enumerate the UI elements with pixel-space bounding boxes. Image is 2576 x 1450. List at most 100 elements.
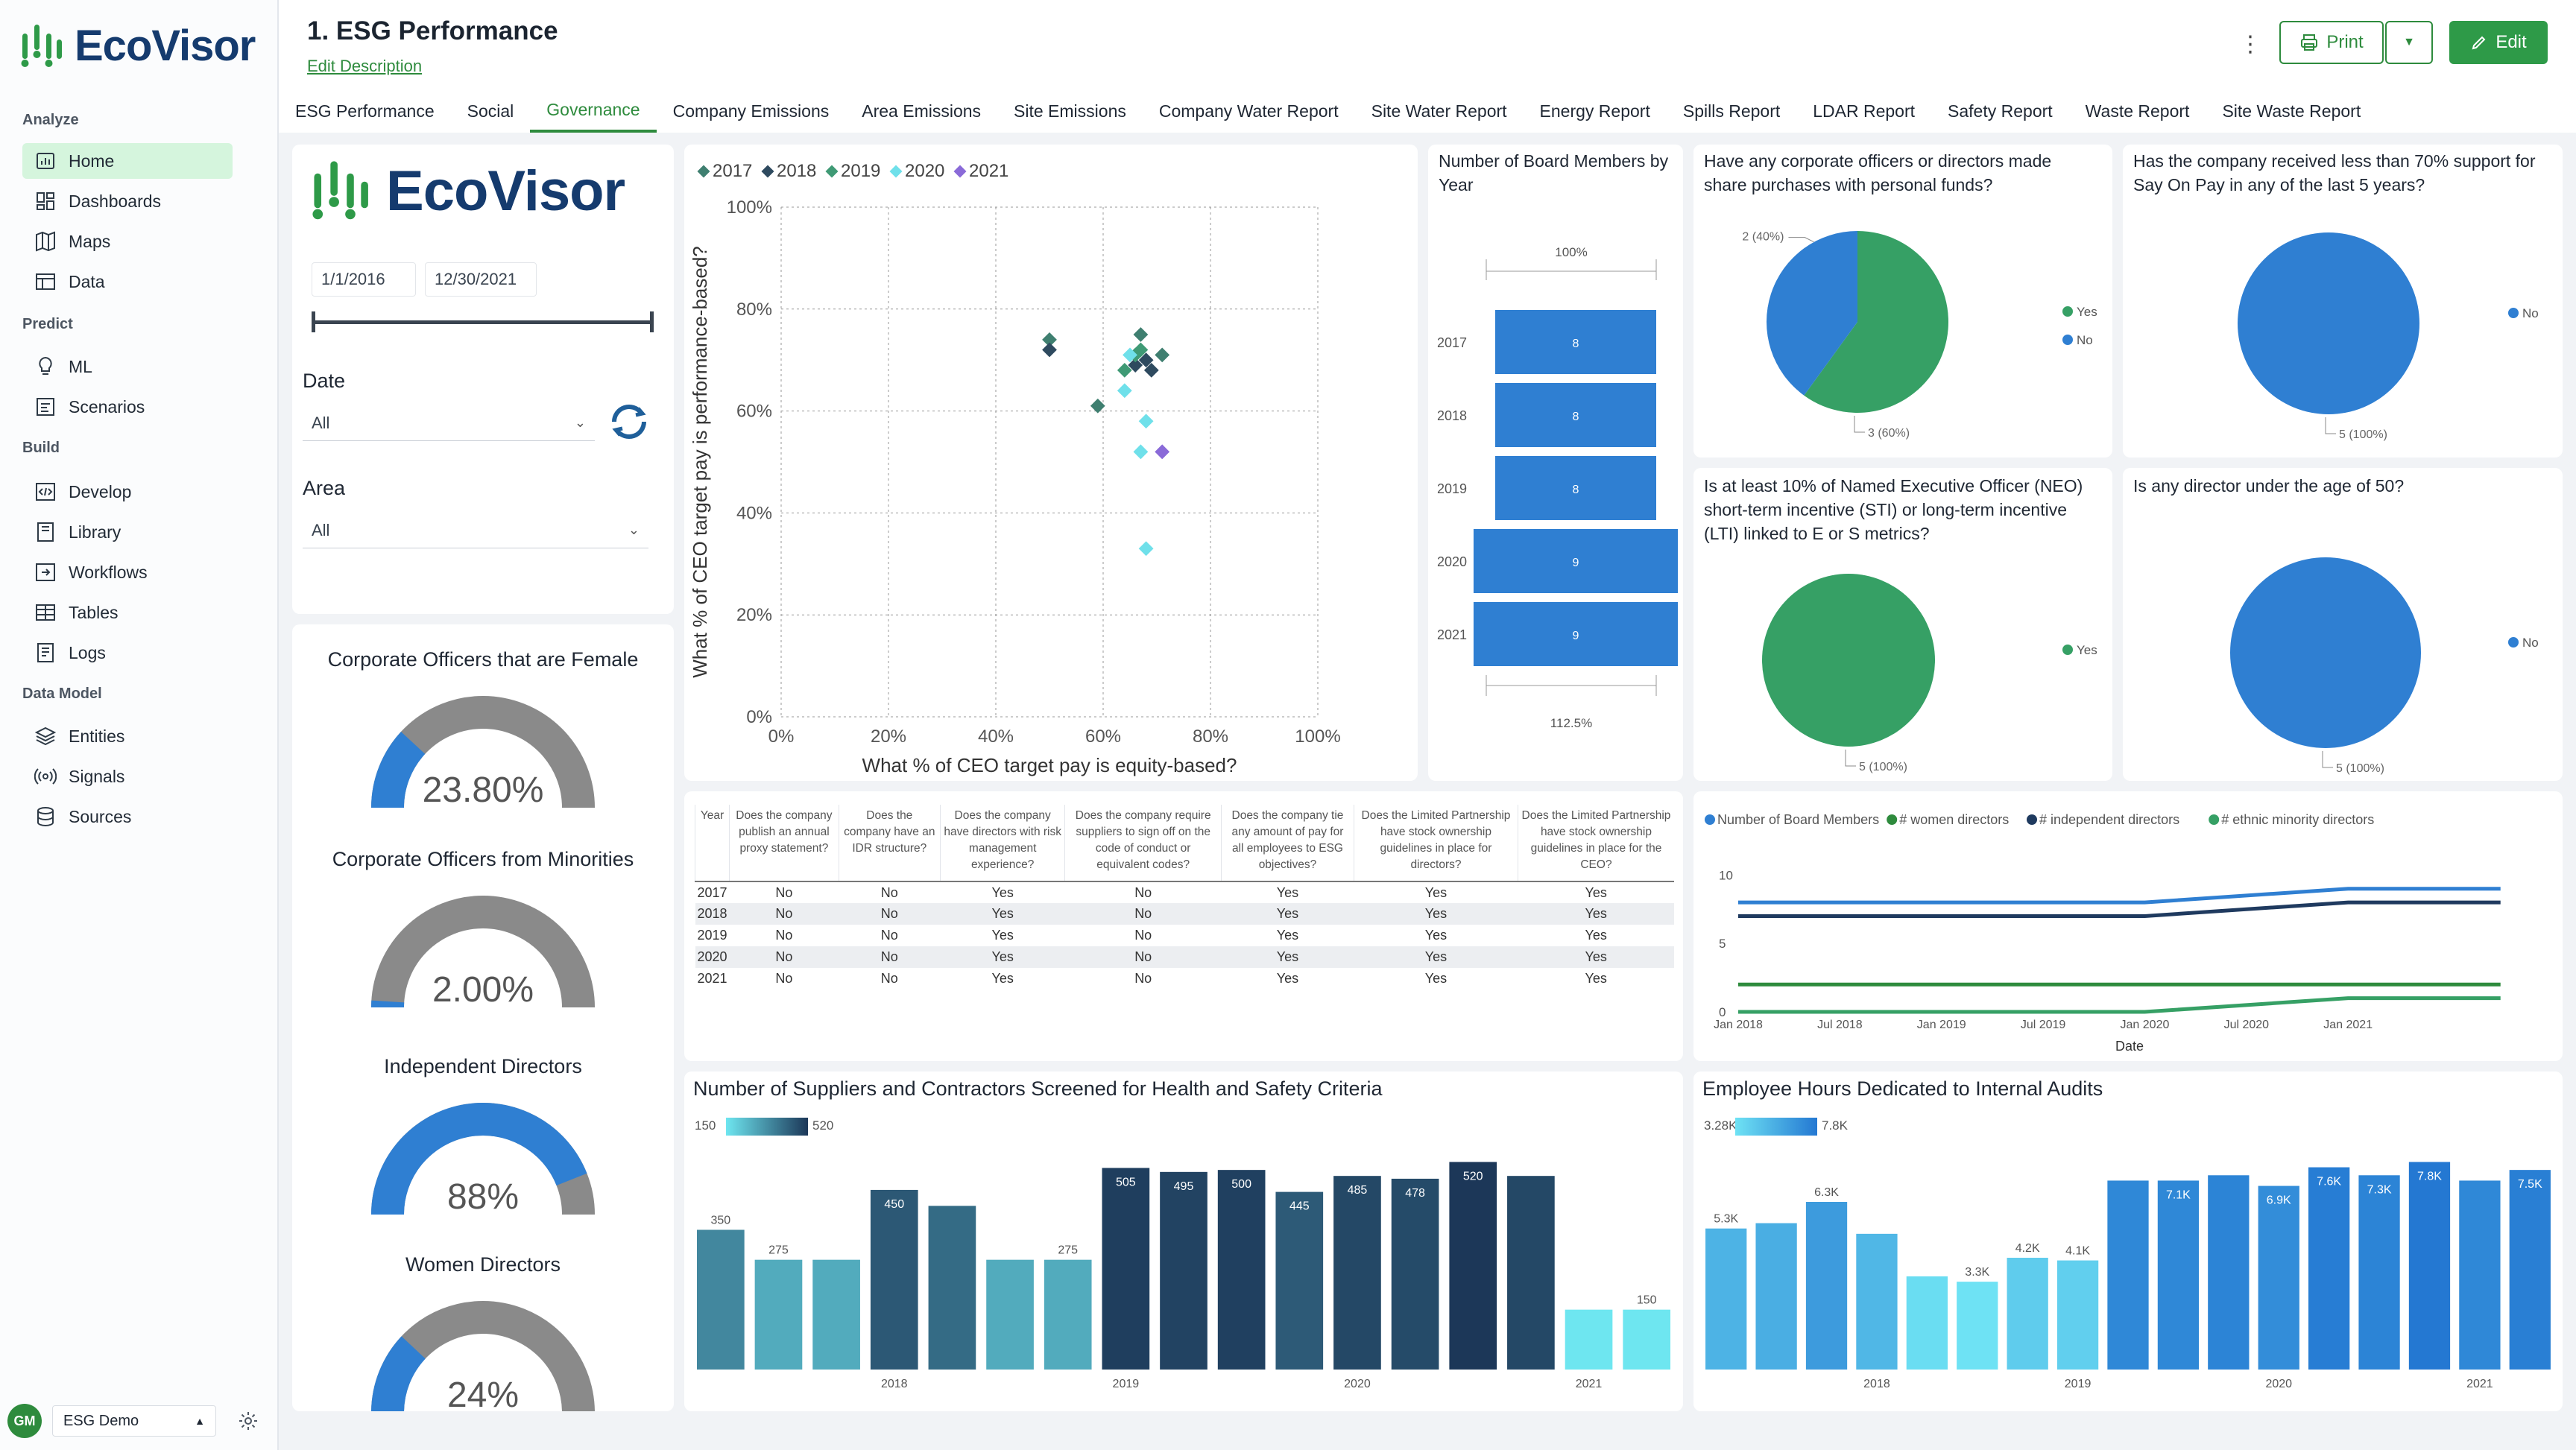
table-cell: No [839, 903, 941, 925]
nav-item-maps[interactable]: Maps [22, 224, 233, 259]
column-header[interactable]: Does the Limited Partnership have stock … [1517, 805, 1674, 882]
nav-item-library[interactable]: Library [22, 514, 233, 550]
bar-value-label: 7.6K [2317, 1176, 2341, 1188]
nav-item-logs[interactable]: Logs [22, 635, 233, 671]
label-leader [2322, 751, 2333, 768]
nav-item-tables[interactable]: Tables [22, 595, 233, 630]
board-members-chart: 100% 8 2017 8 2018 8 2019 9 2020 9 2021 112.5% [1437, 245, 1679, 730]
chevron-down-icon: ▼ [2403, 36, 2415, 48]
tab-energy-report[interactable]: Energy Report [1539, 101, 1650, 121]
app-logo[interactable]: EcoVisor [19, 21, 256, 71]
share-purchases-card: Have any corporate officers or directors… [1693, 145, 2112, 458]
table-cell: Yes [940, 946, 1065, 968]
tab-governance[interactable]: Governance [530, 89, 657, 133]
pie-title: Is at least 10% of Named Executive Offic… [1704, 476, 2083, 543]
column-header[interactable]: Does the company tie any amount of pay f… [1220, 805, 1354, 882]
column-header[interactable]: Does the Limited Partnership have stock … [1354, 805, 1518, 882]
start-date-input[interactable]: 1/1/2016 [312, 262, 416, 297]
gauge-value: 23.80% [423, 770, 544, 810]
column-header[interactable]: Does the company publish an annual proxy… [729, 805, 839, 882]
tab-ldar-report[interactable]: LDAR Report [1813, 101, 1916, 121]
bar [1217, 1170, 1266, 1370]
print-button[interactable]: Print [2279, 21, 2384, 64]
avatar[interactable]: GM [7, 1404, 42, 1438]
workspace-name: ESG Demo [63, 1412, 139, 1429]
end-date-input[interactable]: 12/30/2021 [425, 262, 537, 297]
area-select[interactable]: All ⌄ [303, 513, 648, 548]
tab-safety-report[interactable]: Safety Report [1948, 101, 2053, 121]
nav-item-ml[interactable]: ML [22, 349, 233, 384]
print-dropdown-button[interactable]: ▼ [2385, 21, 2433, 64]
tab-spills-report[interactable]: Spills Report [1682, 101, 1781, 121]
table-icon [36, 604, 55, 621]
nav-item-label: Data [69, 271, 105, 291]
printer-icon [2301, 34, 2318, 51]
filter-card: EcoVisor 1/1/2016 12/30/2021 Date All ⌄ … [292, 145, 674, 614]
bar-value-label: 8 [1573, 484, 1579, 496]
bar-value-label: 500 [1231, 1178, 1251, 1191]
data-label: 5 (100%) [2336, 762, 2384, 775]
bar-value-label: 3.3K [1965, 1266, 1989, 1279]
column-header[interactable]: Year [694, 805, 730, 882]
bar [812, 1259, 860, 1370]
column-header[interactable]: Does the company have directors with ris… [939, 805, 1065, 882]
tab-social[interactable]: Social [467, 101, 514, 121]
gear-icon[interactable] [237, 1410, 259, 1432]
nav-section-build: Build [22, 440, 60, 456]
gauge-title: Corporate Officers from Minorities [332, 848, 634, 870]
slider-handle-end[interactable] [650, 311, 654, 332]
data-label: 3 (60%) [1868, 427, 1910, 440]
nav-item-scenarios[interactable]: Scenarios [22, 389, 233, 425]
nav-item-signals[interactable]: Signals [22, 759, 233, 794]
date-range-slider[interactable] [313, 320, 651, 324]
tab-site-emissions[interactable]: Site Emissions [1014, 101, 1126, 121]
pie-slice [2238, 232, 2419, 414]
bar [1623, 1309, 1671, 1370]
refresh-icon[interactable] [605, 398, 653, 446]
tab-site-waste-report[interactable]: Site Waste Report [2222, 101, 2361, 121]
tab-site-water-report[interactable]: Site Water Report [1371, 101, 1507, 121]
legend-label: # women directors [1899, 812, 2009, 827]
legend-marker [697, 165, 710, 178]
director-age-pie: No 5 (100%) [2230, 557, 2539, 775]
table-cell: No [775, 971, 793, 986]
nav-item-home[interactable]: Home [22, 143, 233, 179]
tab-esg-performance[interactable]: ESG Performance [295, 101, 435, 121]
dashboards-icon [37, 192, 54, 210]
gauge-title: Independent Directors [384, 1055, 582, 1077]
director-age-card: Is any director under the age of 50? No 5… [2123, 468, 2563, 781]
tab-company-emissions[interactable]: Company Emissions [672, 101, 830, 121]
table-cell: Yes [1221, 903, 1354, 925]
nav-item-entities[interactable]: Entities [22, 718, 233, 754]
nav-item-label: Scenarios [69, 396, 145, 417]
date-select[interactable]: All ⌄ [303, 405, 595, 441]
governance-table: Year Does the company publish an annual p… [694, 805, 1674, 990]
edit-button[interactable]: Edit [2449, 21, 2548, 64]
chevron-down-icon: ⌄ [574, 415, 586, 430]
workspace-select[interactable]: ESG Demo ▲ [52, 1405, 216, 1437]
slider-handle-start[interactable] [312, 311, 315, 332]
edit-description-link[interactable]: Edit Description [307, 57, 423, 75]
date-select-value: All [312, 413, 330, 432]
say-on-pay-pie: No 5 (100%) [2238, 232, 2539, 441]
nav-item-data[interactable]: Data [22, 264, 233, 300]
nav-item-sources[interactable]: Sources [22, 799, 233, 835]
tab-company-water-report[interactable]: Company Water Report [1158, 101, 1339, 121]
nav-item-workflows[interactable]: Workflows [22, 554, 233, 590]
more-options-icon[interactable]: ⋮ [2239, 32, 2261, 57]
column-header[interactable]: Does the company have an IDR structure? [838, 805, 941, 882]
nav-item-develop[interactable]: Develop [22, 474, 233, 510]
sidebar: EcoVisor Analyze Home Dashboards Maps Da… [0, 0, 279, 1450]
gauge-minority-officers: 2.00% [371, 896, 595, 1010]
nav-item-dashboards[interactable]: Dashboards [22, 183, 233, 219]
bar-value-label: 4.2K [2015, 1242, 2040, 1255]
nav-item-label: Library [69, 522, 121, 542]
tab-area-emissions[interactable]: Area Emissions [862, 101, 982, 121]
bar-value-label: 520 [1463, 1170, 1483, 1183]
gauges-card: Corporate Officers that are Female 23.80… [292, 624, 674, 1411]
x-tick-label: Jan 2019 [1917, 1019, 1966, 1031]
table-cell: Yes [940, 903, 1065, 925]
pie-title: Has the company received less than 70% s… [2133, 151, 2536, 194]
column-header[interactable]: Does the company require suppliers to si… [1064, 805, 1222, 882]
tab-waste-report[interactable]: Waste Report [2085, 101, 2190, 121]
